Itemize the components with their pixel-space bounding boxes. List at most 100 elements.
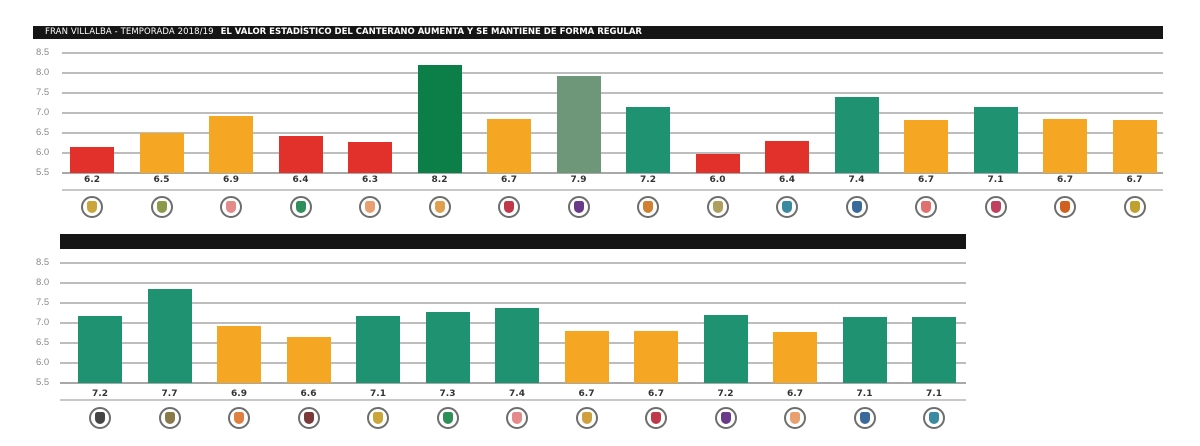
- crest-emblem-icon: [712, 201, 723, 213]
- club-crest-16-icon: [1123, 196, 1146, 218]
- gridline: [62, 112, 1163, 114]
- second-chart-title-bar: [60, 234, 966, 249]
- crest-emblem-icon: [790, 412, 800, 424]
- crest-emblem-icon: [651, 412, 661, 424]
- y-axis-tick-label: 8.0: [36, 277, 50, 288]
- bar-value-label: 7.9: [570, 175, 587, 185]
- crest-emblem-icon: [782, 201, 792, 213]
- crest-emblem-icon: [95, 412, 105, 424]
- y-axis-tick-label: 7.0: [36, 317, 50, 328]
- bar-value-label: 6.6: [300, 389, 317, 399]
- bar-10: [703, 315, 748, 383]
- bar-5: [356, 316, 400, 383]
- bar-1: [78, 316, 122, 383]
- bar-value-label: 7.1: [926, 389, 942, 399]
- crest-emblem-icon: [434, 201, 445, 213]
- club-crest-27-icon: [784, 407, 806, 429]
- crest-emblem-icon: [643, 201, 653, 213]
- bar-value-label: 8.2: [431, 175, 448, 185]
- crest-emblem-icon: [504, 201, 514, 213]
- club-crest-15-icon: [1054, 196, 1076, 218]
- y-axis-tick-label: 6.5: [36, 127, 50, 138]
- club-crest-4-icon: [289, 196, 312, 218]
- crest-emblem-icon: [929, 412, 939, 424]
- bar-9: [634, 330, 678, 383]
- bar-1: [70, 147, 114, 173]
- y-axis-tick-label: 5.5: [36, 377, 50, 388]
- bar-value-label: 6.7: [578, 389, 595, 399]
- y-axis-tick-label: 6.0: [36, 147, 50, 158]
- bar-value-label: 6.7: [1126, 175, 1143, 185]
- club-crest-2-icon: [150, 196, 173, 218]
- bar-12: [834, 97, 879, 173]
- club-crest-1-icon: [81, 196, 103, 218]
- club-crest-19-icon: [228, 407, 250, 429]
- bar-16: [1112, 119, 1157, 173]
- club-crest-18-icon: [158, 407, 181, 429]
- label-divider-line: [62, 189, 1163, 191]
- club-crest-11-icon: [776, 196, 798, 218]
- club-crest-21-icon: [367, 407, 389, 429]
- gridline: [62, 52, 1163, 54]
- crest-emblem-icon: [859, 412, 870, 424]
- bar-14: [973, 107, 1018, 173]
- bar-3: [217, 325, 261, 383]
- y-axis-tick-label: 7.5: [36, 297, 50, 308]
- bar-6: [425, 311, 470, 383]
- crest-emblem-icon: [573, 201, 584, 213]
- bar-value-label: 7.2: [640, 175, 656, 185]
- club-crest-12-icon: [845, 196, 868, 218]
- club-crest-8-icon: [567, 196, 590, 218]
- bar-value-label: 6.3: [362, 175, 378, 185]
- y-axis-tick-label: 8.0: [36, 67, 50, 78]
- bar-6: [417, 65, 462, 173]
- crest-emblem-icon: [990, 201, 1001, 213]
- club-crest-28-icon: [853, 407, 876, 429]
- club-crest-9-icon: [637, 196, 659, 218]
- crest-emblem-icon: [720, 412, 731, 424]
- bar-value-label: 6.0: [709, 175, 726, 185]
- bar-10: [695, 153, 740, 173]
- bar-7: [495, 308, 539, 383]
- bar-value-label: 6.2: [84, 175, 100, 185]
- gridline: [62, 72, 1163, 74]
- bar-value-label: 7.2: [92, 389, 108, 399]
- bar-5: [348, 142, 392, 173]
- club-crest-17-icon: [89, 407, 111, 429]
- crest-emblem-icon: [87, 201, 97, 213]
- bar-value-label: 6.7: [918, 175, 934, 185]
- crest-emblem-icon: [226, 201, 236, 213]
- club-crest-10-icon: [706, 196, 729, 218]
- y-axis-tick-label: 8.5: [36, 257, 50, 268]
- bar-11: [773, 331, 817, 383]
- crest-emblem-icon: [1060, 201, 1070, 213]
- bar-value-label: 7.4: [848, 175, 865, 185]
- gridline: [60, 302, 966, 304]
- club-crest-13-icon: [915, 196, 937, 218]
- club-crest-20-icon: [297, 407, 320, 429]
- crest-emblem-icon: [234, 412, 244, 424]
- bar-8: [556, 75, 601, 173]
- bar-11: [765, 140, 809, 173]
- club-crest-25-icon: [645, 407, 667, 429]
- bar-value-label: 7.1: [370, 389, 386, 399]
- chart-title-bar: FRAN VILLALBA - TEMPORADA 2018/19 EL VAL…: [33, 26, 1163, 39]
- club-crest-14-icon: [984, 196, 1007, 218]
- bar-value-label: 6.7: [648, 389, 664, 399]
- crest-emblem-icon: [156, 201, 167, 213]
- top-bar-chart: 8.5 8.0 7.5 7.0 6.5 6.0 5.5 6.2 6.5 6.9 6.4 6.3 8.2 6…: [36, 47, 1163, 218]
- x-axis-baseline: [62, 172, 1163, 174]
- y-axis-tick-label: 7.5: [36, 87, 50, 98]
- bar-13: [912, 316, 956, 383]
- bar-15: [1043, 119, 1087, 173]
- y-axis-tick-label: 8.5: [36, 47, 50, 58]
- bar-value-label: 7.1: [987, 175, 1004, 185]
- bar-value-label: 6.4: [292, 175, 309, 185]
- bar-3: [209, 115, 253, 173]
- bar-value-label: 6.4: [779, 175, 795, 185]
- gridline: [60, 262, 966, 264]
- crest-emblem-icon: [303, 412, 314, 424]
- crest-emblem-icon: [295, 201, 306, 213]
- bar-value-label: 6.9: [223, 175, 239, 185]
- bar-value-label: 7.3: [439, 389, 456, 399]
